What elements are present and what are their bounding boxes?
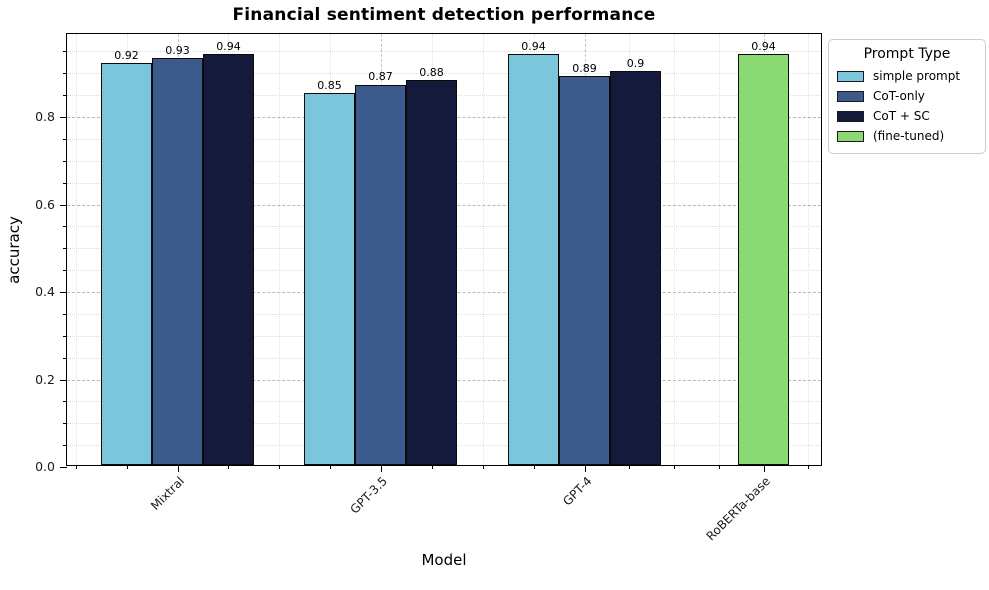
x-tick-label: GPT-4 [559, 474, 595, 509]
y-minor-tick-mark [63, 182, 67, 184]
bar [355, 84, 406, 465]
x-tick-mark [763, 465, 765, 472]
x-minor-tick-mark [228, 465, 230, 469]
minor-gridline-vertical [482, 34, 484, 465]
bar-value-label: 0.9 [626, 57, 645, 71]
plot-area: 0.92 0.93 0.94 0.85 0.87 0.88 0.94 0.89 0.9 0.94 0… [35, 33, 822, 543]
bar-value-label: 0.93 [165, 44, 190, 58]
legend-swatch [837, 70, 864, 82]
y-minor-tick-mark [63, 73, 67, 75]
y-minor-tick-mark [63, 51, 67, 53]
y-minor-tick-mark [63, 357, 67, 359]
x-axis-label: Model [421, 551, 467, 569]
bar [203, 53, 254, 465]
y-minor-tick-mark [63, 401, 67, 403]
x-tick-mark [584, 465, 586, 472]
minor-gridline-vertical [808, 34, 810, 465]
legend-swatch [837, 110, 864, 122]
y-tick-label: 0.4 [35, 284, 55, 300]
y-minor-tick-mark [63, 313, 67, 315]
bar-value-label: 0.94 [216, 39, 241, 53]
x-minor-tick-mark [629, 465, 631, 469]
y-tick-mark [60, 292, 67, 294]
legend-item-label: CoT-only [873, 89, 925, 103]
y-tick-mark [60, 204, 67, 206]
bar-value-label: 0.85 [317, 79, 342, 93]
x-minor-tick-mark [329, 465, 331, 469]
legend-item: CoT-only [837, 86, 977, 106]
legend: Prompt Type simple prompt CoT-only CoT + S… [828, 39, 986, 154]
bar [152, 58, 203, 465]
bar [101, 62, 152, 465]
minor-gridline-vertical [76, 34, 77, 465]
minor-gridline-horizontal [67, 51, 821, 53]
x-tick-mark [380, 465, 382, 472]
legend-item-label: CoT + SC [873, 109, 930, 123]
y-minor-tick-mark [63, 423, 67, 425]
minor-gridline-vertical [279, 34, 280, 465]
bar-value-label: 0.94 [751, 39, 776, 53]
bar-value-label: 0.87 [368, 70, 393, 84]
bar [738, 53, 789, 465]
bar [304, 93, 355, 465]
y-tick-label: 0.0 [35, 459, 55, 474]
legend-item: simple prompt [837, 66, 977, 86]
x-minor-tick-mark [279, 465, 280, 469]
y-tick-label: 0.2 [35, 371, 55, 387]
legend-swatch [837, 90, 864, 102]
legend-item: CoT + SC [837, 106, 977, 126]
bar [559, 75, 610, 465]
chart-title: Financial sentiment detection performanc… [232, 5, 656, 25]
x-tick-label: Mixtral [148, 474, 188, 513]
y-tick-mark [60, 467, 67, 468]
y-minor-tick-mark [63, 270, 67, 272]
x-tick-label: GPT-3.5 [347, 474, 391, 517]
legend-title: Prompt Type [863, 46, 951, 62]
y-minor-tick-mark [63, 445, 67, 447]
y-tick-mark [60, 379, 67, 381]
x-minor-tick-mark [674, 465, 675, 469]
bar-value-label: 0.94 [521, 39, 546, 53]
bar [508, 53, 559, 465]
x-minor-tick-mark [126, 465, 128, 469]
x-minor-tick-mark [718, 465, 720, 469]
x-minor-tick-mark [76, 465, 77, 469]
minor-gridline-horizontal [67, 73, 821, 75]
bar [406, 80, 457, 465]
y-tick-label: 0.6 [35, 196, 55, 212]
x-minor-tick-mark [482, 465, 484, 469]
bar-value-label: 0.89 [572, 61, 597, 75]
y-tick-label: 0.8 [35, 109, 55, 125]
minor-gridline-vertical [718, 34, 720, 465]
bar-value-label: 0.88 [419, 66, 444, 80]
bar [610, 71, 661, 465]
y-minor-tick-mark [63, 160, 67, 162]
legend-item: (fine-tuned) [837, 126, 977, 146]
y-minor-tick-mark [63, 226, 67, 228]
legend-item-label: (fine-tuned) [873, 129, 945, 143]
y-minor-tick-mark [63, 335, 67, 337]
x-minor-tick-mark [533, 465, 535, 469]
minor-gridline-vertical [674, 34, 675, 465]
x-tick-mark [177, 465, 179, 472]
legend-items: simple prompt CoT-only CoT + SC (fine-tuned… [837, 66, 977, 146]
x-minor-tick-mark [431, 465, 433, 469]
y-tick-mark [60, 117, 67, 119]
y-minor-tick-mark [63, 248, 67, 250]
legend-swatch [837, 130, 864, 142]
y-minor-tick-mark [63, 95, 67, 97]
y-minor-tick-mark [63, 138, 67, 140]
y-axis-label: accuracy [5, 216, 23, 284]
x-minor-tick-mark [808, 465, 810, 469]
x-tick-label: RoBERTa-base [704, 474, 774, 544]
legend-item-label: simple prompt [873, 69, 961, 83]
bar-value-label: 0.92 [114, 48, 139, 62]
